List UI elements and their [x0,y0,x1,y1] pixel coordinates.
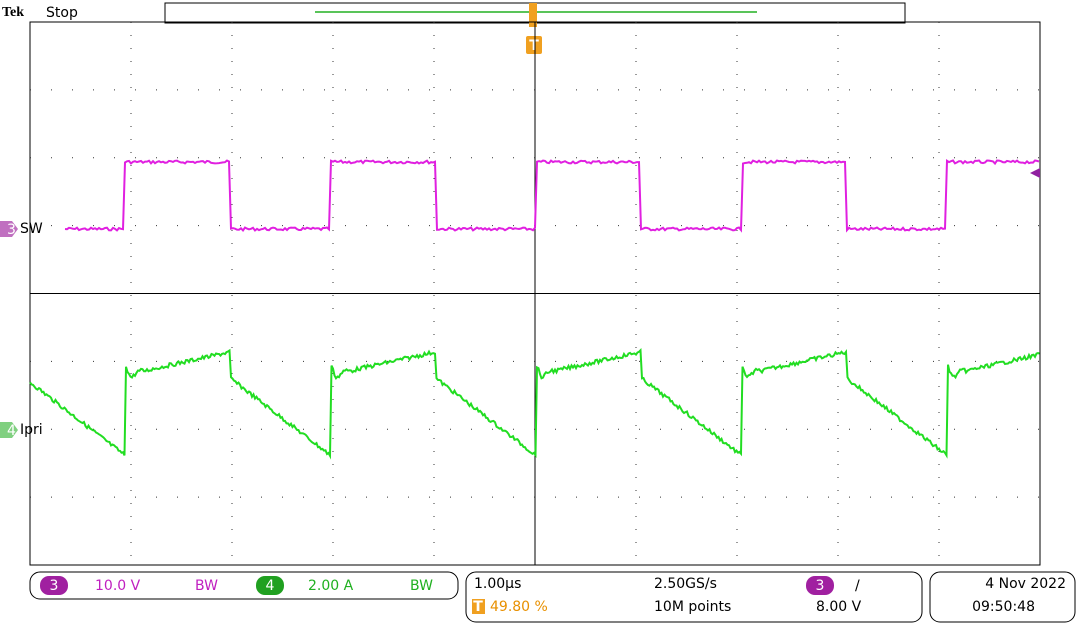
run-status: Stop [46,5,78,21]
trigger-slope: / [855,578,860,594]
ch3-marker [0,221,18,237]
brand: Tek [2,5,24,20]
ch4-badge [256,576,284,595]
vertical-panel [29,571,459,600]
ch3-bandwidth: BW [195,578,218,594]
trigger-marker: T [529,38,539,54]
trigger-pos-marker: T [473,599,483,615]
date: 4 Nov 2022 [985,576,1066,592]
ch4-label: Ipri [20,422,43,438]
ch3-number: 3 [7,222,16,238]
trigger-level-marker [1030,168,1040,178]
sample-rate: 2.50GS/s [654,576,717,592]
trigger-badge [526,36,542,54]
ch4-bandwidth: BW [410,578,433,594]
time-scale: 1.00µs [474,576,521,592]
ch3-badge-number: 3 [50,578,59,594]
record-length: 10M points [654,599,731,615]
trigger-position-top [529,3,537,27]
ipri-waveform [29,348,1040,460]
datetime-panel [929,571,1076,623]
trigger-source: 3 [816,578,825,594]
sw-waveform [64,158,1040,233]
trigger-source-badge [806,576,834,595]
trigger-pos-badge [472,599,485,614]
ch3-label: SW [20,221,43,237]
ch4-number: 4 [7,423,16,439]
ch4-marker [0,422,18,438]
trigger-level: 8.00 V [816,599,862,615]
time: 09:50:48 [972,599,1035,615]
trigger-position: 49.80 % [490,599,548,615]
ch3-badge [40,576,68,595]
ch3-scale: 10.0 V [95,578,141,594]
ch4-badge-number: 4 [266,578,275,594]
ch4-scale: 2.00 A [308,578,354,594]
